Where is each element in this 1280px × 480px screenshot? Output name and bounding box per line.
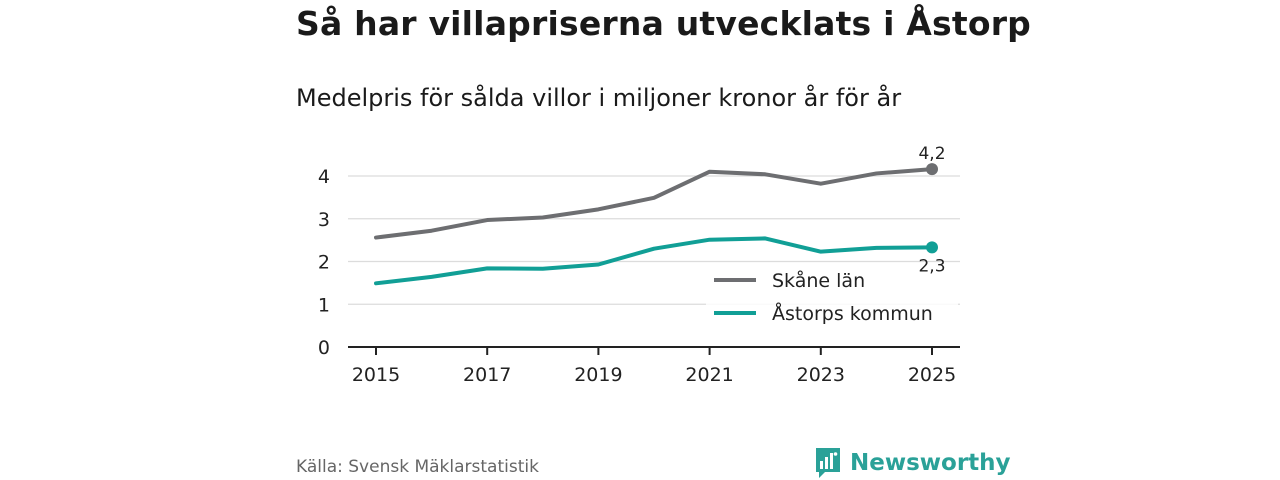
x-tick-label: 2023: [797, 364, 845, 386]
legend-label: Skåne län: [772, 269, 865, 292]
brand-name: Newsworthy: [850, 450, 1011, 476]
end-value-label: 2,3: [918, 256, 945, 276]
x-tick-label: 2025: [908, 364, 956, 386]
series-line-0: [374, 167, 934, 240]
x-tick-label: 2019: [574, 364, 622, 386]
x-tick-label: 2021: [685, 364, 733, 386]
newsworthy-brand[interactable]: Newsworthy: [814, 446, 1011, 480]
y-tick-label: 2: [318, 252, 330, 274]
x-tick-label: 2017: [463, 364, 511, 386]
line-chart: 0 1 2 3 4 2015 2017 2019 2021 2023 2025 Skåne län Ås…: [318, 144, 960, 386]
y-tick-label: 1: [318, 294, 330, 316]
y-tick-label: 4: [318, 166, 330, 188]
series-end-point: [926, 163, 938, 176]
chart-title: Så har villapriserna utvecklats i Åstorp: [296, 4, 1031, 43]
chart-subtitle: Medelpris för sålda villor i miljoner kr…: [296, 84, 902, 112]
y-tick-label: 3: [318, 209, 330, 231]
legend-label: Åstorps kommun: [772, 302, 933, 325]
newsworthy-logo-icon: [816, 448, 840, 478]
series-line-1: [374, 236, 934, 286]
source-note: Källa: Svensk Mäklarstatistik: [296, 457, 539, 477]
legend-box: [706, 266, 958, 334]
end-value-label: 4,2: [918, 144, 945, 164]
y-tick-label: 0: [318, 337, 330, 359]
x-tick-label: 2015: [352, 364, 400, 386]
series-end-point: [926, 241, 938, 254]
